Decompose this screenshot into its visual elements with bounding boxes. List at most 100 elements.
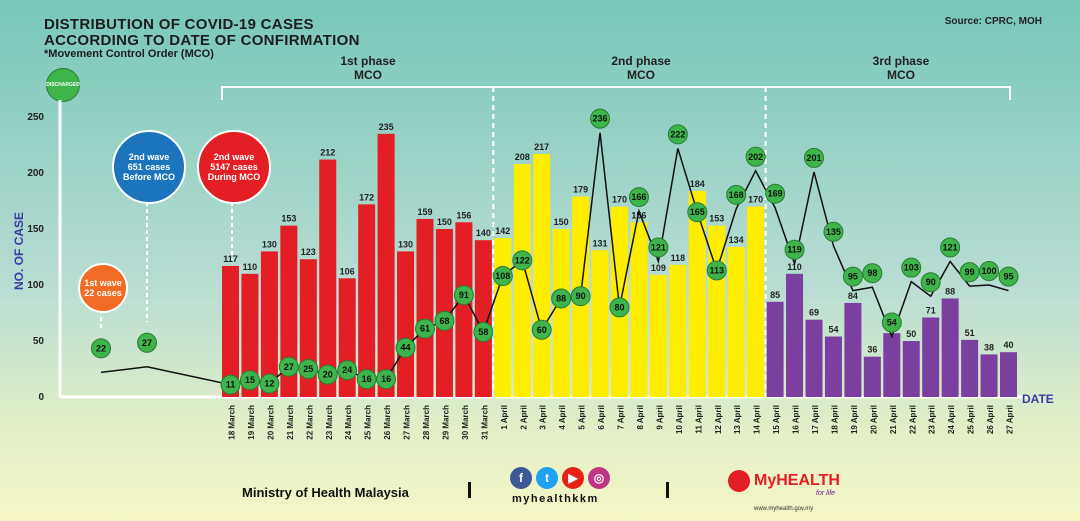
discharged-marker bbox=[91, 338, 111, 359]
discharged-value-label: 202 bbox=[748, 152, 763, 162]
bar-4-april bbox=[552, 229, 570, 397]
bar-27-april bbox=[1000, 352, 1017, 397]
bar-value-label: 106 bbox=[340, 266, 355, 276]
discharged-marker bbox=[687, 202, 708, 223]
bar-26-april bbox=[980, 354, 998, 397]
bar-value-label: 50 bbox=[906, 329, 916, 339]
discharged-marker bbox=[415, 318, 435, 339]
bar-24-april bbox=[941, 298, 959, 397]
youtube-icon[interactable]: ▶ bbox=[562, 467, 584, 489]
discharged-marker bbox=[259, 373, 280, 394]
bar-20-march bbox=[260, 251, 278, 397]
wave1-callout-line1: 1st wave bbox=[84, 278, 122, 288]
bar-30-march bbox=[455, 222, 473, 397]
bar-value-label: 130 bbox=[262, 239, 277, 249]
x-tick-label: 19 April bbox=[850, 405, 859, 434]
discharged-value-label: 27 bbox=[142, 338, 152, 348]
discharged-marker bbox=[920, 272, 941, 293]
x-tick-label: 25 March bbox=[364, 405, 373, 440]
wave1-callout-line2: 22 cases bbox=[84, 288, 122, 298]
discharged-value-label: 15 bbox=[245, 375, 255, 385]
x-tick-label: 16 April bbox=[792, 405, 801, 434]
x-tick-label: 11 April bbox=[694, 405, 703, 434]
discharged-value-label: 44 bbox=[401, 343, 411, 353]
phase-1-line1: 1st phase bbox=[340, 54, 396, 68]
myhealth-url[interactable]: www.myhealth.gov.my bbox=[754, 506, 814, 512]
discharged-value-label: 25 bbox=[303, 364, 313, 374]
wave2-during-line2: 5147 cases bbox=[210, 162, 258, 172]
bar-value-label: 88 bbox=[945, 286, 955, 296]
chart-title-line2: ACCORDING TO DATE OF CONFIRMATION bbox=[44, 32, 360, 49]
twitter-icon[interactable]: t bbox=[536, 467, 558, 489]
bar-value-label: 170 bbox=[612, 195, 627, 205]
bar-value-label: 40 bbox=[1003, 340, 1013, 350]
myhealth-tagline: for life bbox=[816, 490, 836, 497]
y-tick-label: 50 bbox=[33, 336, 45, 347]
social-handle[interactable]: myhealthkkm bbox=[512, 493, 599, 505]
wave2-before-line1: 2nd wave bbox=[128, 152, 170, 162]
discharged-value-label: 11 bbox=[226, 380, 236, 390]
discharged-marker bbox=[804, 147, 824, 168]
bar-value-label: 153 bbox=[281, 214, 296, 224]
bar-value-label: 184 bbox=[690, 179, 705, 189]
bar-value-label: 208 bbox=[515, 152, 530, 162]
wave2-during-line1: 2nd wave bbox=[213, 152, 255, 162]
covid-chart: 0 50 100 150 200 250 117 18 March 110 19 March 130… bbox=[27, 108, 1019, 440]
discharged-value-label: 61 bbox=[420, 324, 430, 334]
discharged-value-label: 236 bbox=[593, 114, 608, 124]
discharged-marker bbox=[531, 319, 552, 340]
social-icons: f t ▶ ◎ bbox=[510, 467, 610, 489]
wave2-before-line2: 651 cases bbox=[127, 162, 171, 172]
myhealth-emblem-icon bbox=[728, 470, 750, 492]
x-tick-label: 22 April bbox=[908, 405, 917, 434]
discharged-marker bbox=[648, 237, 669, 258]
discharged-value-label: 95 bbox=[848, 272, 858, 282]
x-tick-label: 25 April bbox=[967, 405, 976, 434]
discharged-marker bbox=[609, 297, 630, 318]
discharged-value-label: 68 bbox=[439, 316, 449, 326]
x-tick-label: 26 April bbox=[986, 405, 995, 434]
bar-25-april bbox=[961, 339, 979, 397]
bar-15-april bbox=[766, 301, 784, 397]
discharged-value-label: 222 bbox=[670, 129, 685, 139]
myhealth-brand: MyHEALTH bbox=[754, 472, 840, 489]
bar-18-april bbox=[824, 336, 842, 397]
x-tick-label: 19 March bbox=[247, 405, 256, 440]
bar-value-label: 71 bbox=[926, 305, 936, 315]
discharged-value-label: 95 bbox=[1003, 272, 1013, 282]
bar-25-march bbox=[358, 204, 376, 397]
discharged-value-label: 99 bbox=[965, 267, 975, 277]
discharged-marker bbox=[137, 332, 157, 353]
wave2-before-line3: Before MCO bbox=[122, 172, 175, 182]
discharged-marker bbox=[434, 310, 455, 331]
discharged-value-label: 169 bbox=[768, 189, 783, 199]
discharged-marker bbox=[220, 374, 241, 395]
bar-23-april bbox=[922, 317, 940, 397]
discharged-marker bbox=[862, 263, 883, 284]
discharged-value-label: 121 bbox=[943, 242, 958, 252]
discharged-value-label: 103 bbox=[904, 263, 919, 273]
bar-value-label: 36 bbox=[867, 345, 877, 355]
chart-subtitle: *Movement Control Order (MCO) bbox=[44, 48, 214, 60]
x-tick-label: 18 April bbox=[830, 405, 839, 434]
facebook-icon[interactable]: f bbox=[510, 467, 532, 489]
discharged-marker bbox=[492, 266, 513, 287]
source-label: Source: CPRC, MOH bbox=[944, 16, 1042, 27]
discharged-value-label: 58 bbox=[478, 327, 488, 337]
discharged-marker bbox=[784, 239, 805, 260]
discharged-value-label: 20 bbox=[323, 370, 333, 380]
discharged-value-label: 90 bbox=[926, 277, 936, 287]
x-tick-label: 27 April bbox=[1006, 405, 1015, 434]
discharged-marker bbox=[765, 183, 786, 204]
bar-23-march bbox=[319, 159, 337, 397]
y-tick-label: 150 bbox=[27, 224, 44, 235]
discharged-marker bbox=[376, 369, 397, 390]
instagram-icon[interactable]: ◎ bbox=[588, 467, 610, 489]
bar-value-label: 150 bbox=[554, 217, 569, 227]
discharged-marker bbox=[667, 124, 688, 145]
bar-value-label: 142 bbox=[495, 226, 510, 236]
x-tick-label: 8 April bbox=[636, 405, 645, 430]
bar-19-april bbox=[844, 302, 862, 397]
phase-2-label: 2nd phase MCO bbox=[571, 54, 711, 82]
bar-3-april bbox=[533, 153, 551, 397]
